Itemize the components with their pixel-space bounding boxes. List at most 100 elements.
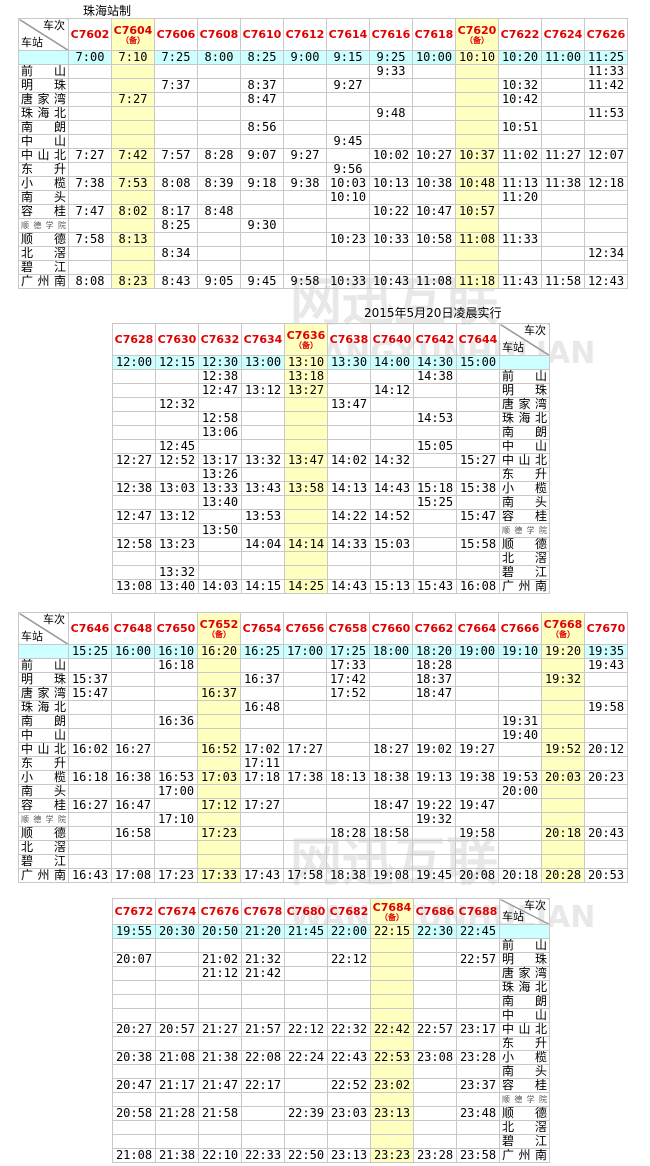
departure-time: 7:10 [111, 50, 155, 65]
empty-cell [240, 840, 284, 855]
empty-cell [241, 425, 285, 440]
station-row: 13:08 13:40 14:03 14:15 14:25 14:43 15:13 15:43… [112, 579, 550, 594]
empty-cell [412, 784, 456, 799]
station-name: 广州南 [499, 1148, 550, 1163]
empty-cell [111, 840, 155, 855]
stop-time: 8:25 [154, 218, 198, 233]
stop-time: 17:27 [240, 798, 284, 813]
stop-time: 10:22 [369, 204, 413, 219]
stop-time: 8:23 [111, 274, 155, 289]
timetable: 车次 车站 C7602 C7604 （备） C7606 C7608 C7610 C7612 C76… [18, 18, 628, 289]
stop-time: 20:18 [498, 868, 542, 883]
station-row: 珠海北 [112, 980, 550, 995]
empty-cell [197, 840, 241, 855]
empty-cell [197, 78, 241, 93]
corner-station-label: 车站 [502, 341, 524, 354]
station-name: 广州南 [499, 579, 550, 594]
empty-cell [413, 467, 457, 482]
stop-time: 20:00 [498, 784, 542, 799]
train-code: C7682 [329, 904, 369, 918]
corner-train-label: 车次 [43, 19, 65, 32]
stop-time: 21:12 [198, 966, 242, 981]
empty-cell [327, 439, 371, 454]
train-header: C7662 [412, 612, 456, 645]
train-header: C7650 [154, 612, 198, 645]
empty-cell [455, 64, 499, 79]
station-cell [499, 355, 550, 370]
empty-cell [197, 714, 241, 729]
station-row: 明珠 15:37 16:37 17:42 18:37 19:32 [18, 672, 628, 687]
train-code: C7614 [328, 27, 368, 41]
empty-cell [241, 1008, 285, 1023]
stop-time: 11:42 [584, 78, 628, 93]
stop-time: 10:42 [498, 92, 542, 107]
empty-cell [456, 425, 500, 440]
stop-time: 15:03 [370, 537, 414, 552]
empty-cell [326, 728, 370, 743]
empty-cell [541, 134, 585, 149]
stop-time: 16:52 [197, 742, 241, 757]
empty-cell [155, 1120, 199, 1135]
train-code: C7652 [199, 617, 239, 631]
empty-cell [154, 756, 198, 771]
empty-cell [154, 700, 198, 715]
station-name: 中山 [18, 134, 69, 149]
empty-cell [283, 728, 327, 743]
station-row: 小榄 7:38 7:53 8:08 8:39 9:18 9:38 10:03 10:13 10:3… [18, 176, 628, 191]
stop-time: 22:24 [284, 1050, 328, 1065]
station-row: 12:38 13:18 14:38 前山 [112, 369, 550, 384]
stop-time: 8:56 [240, 120, 284, 135]
empty-cell [413, 1036, 457, 1051]
stop-time: 14:13 [327, 481, 371, 496]
train-code: C7630 [157, 332, 197, 346]
empty-cell [112, 565, 156, 580]
train-header: C7628 [112, 323, 156, 356]
stop-time: 14:04 [241, 537, 285, 552]
stop-time: 13:26 [198, 467, 242, 482]
station-row: 明珠 7:37 8:37 9:27 10:32 11:42 [18, 78, 628, 93]
station-row: 20:58 21:28 21:58 22:39 23:03 23:13 23:48 顺德 [112, 1106, 550, 1121]
timetable: 车次 车站 C7646 C7648 C7650 C7652 （备） C7654 C7656 C76… [18, 612, 628, 883]
empty-cell [327, 1092, 371, 1107]
empty-cell [541, 106, 585, 121]
empty-cell [327, 938, 371, 953]
empty-cell [111, 218, 155, 233]
empty-cell [283, 78, 327, 93]
station-name: 南头 [18, 784, 69, 799]
empty-cell [584, 840, 628, 855]
train-code: C7612 [285, 27, 325, 41]
stop-time: 13:32 [155, 565, 199, 580]
empty-cell [327, 1064, 371, 1079]
station-name: 中山 [499, 439, 550, 454]
empty-cell [155, 425, 199, 440]
stop-time: 12:38 [112, 481, 156, 496]
empty-cell [111, 714, 155, 729]
stop-time: 16:27 [111, 742, 155, 757]
empty-cell [541, 728, 585, 743]
empty-cell [369, 812, 413, 827]
stop-time: 13:43 [241, 481, 285, 496]
empty-cell [326, 700, 370, 715]
station-row: 12:47 13:12 13:53 14:22 14:52 15:47 容桂 [112, 509, 550, 524]
station-row: 珠海北 9:48 11:53 [18, 106, 628, 121]
empty-cell [498, 686, 542, 701]
departure-time: 16:20 [197, 644, 241, 659]
empty-cell [456, 565, 500, 580]
stop-time: 19:22 [412, 798, 456, 813]
empty-cell [284, 551, 328, 566]
train-code: C7686 [415, 904, 455, 918]
stop-time: 12:18 [584, 176, 628, 191]
train-code: C7656 [285, 621, 325, 635]
empty-cell [111, 246, 155, 261]
stop-time: 8:13 [111, 232, 155, 247]
train-header: C7616 [369, 18, 413, 51]
empty-cell [283, 826, 327, 841]
empty-cell [68, 728, 112, 743]
train-code: C7680 [286, 904, 326, 918]
train-header: C7682 [327, 898, 371, 925]
station-name: 碧江 [18, 260, 69, 275]
empty-cell [112, 1134, 156, 1149]
empty-cell [68, 190, 112, 205]
empty-cell [541, 784, 585, 799]
empty-cell [283, 756, 327, 771]
